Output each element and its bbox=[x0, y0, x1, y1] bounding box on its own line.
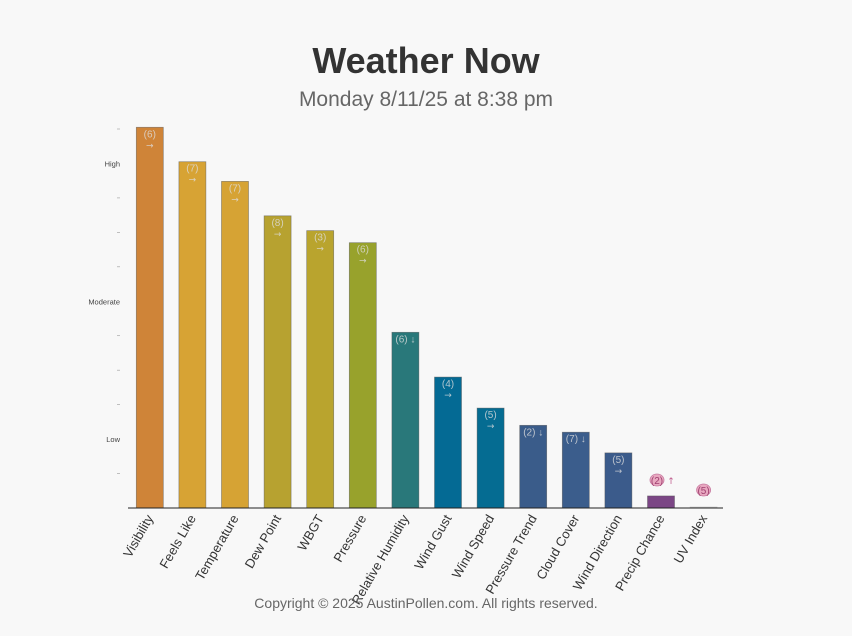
chart-title: Weather Now bbox=[312, 40, 540, 81]
bar-trend-arrow: → bbox=[189, 176, 197, 186]
y-tick-label: High bbox=[105, 159, 120, 168]
x-tick-label: Wind Speed bbox=[449, 512, 497, 581]
bar-trend-arrow: → bbox=[487, 422, 495, 432]
bar bbox=[348, 242, 377, 509]
bar-data-label: (5) bbox=[484, 410, 496, 421]
bar bbox=[135, 126, 164, 509]
bar-data-label: (6) bbox=[357, 245, 369, 256]
bar-label-badge bbox=[696, 483, 711, 497]
bar-trend-arrow: → bbox=[615, 467, 623, 477]
bar bbox=[391, 331, 420, 509]
x-tick-label: UV Index bbox=[670, 512, 710, 566]
bar-trend-arrow: → bbox=[359, 257, 367, 267]
bar bbox=[647, 495, 675, 509]
y-tick-label: Moderate bbox=[88, 297, 120, 306]
bar-data-label: (6) bbox=[144, 129, 156, 140]
bar-data-label: (8) bbox=[271, 218, 283, 229]
bar bbox=[519, 424, 548, 509]
bar bbox=[263, 215, 292, 509]
bar-data-label: (5) bbox=[697, 486, 709, 497]
bar-trend-arrow: ↑ bbox=[667, 477, 675, 487]
bar bbox=[604, 452, 633, 509]
bar-data-label: (2) ↓ bbox=[523, 427, 543, 438]
bar-data-label: (4) bbox=[442, 379, 454, 390]
bar-label-badge bbox=[649, 473, 665, 487]
x-tick-label: WBGT bbox=[294, 512, 327, 553]
bar bbox=[434, 376, 462, 509]
bar bbox=[476, 407, 505, 509]
x-tick-label: Pressure bbox=[330, 512, 369, 565]
bar-data-label: (7) ↓ bbox=[566, 434, 586, 445]
bar-data-label: (5) bbox=[612, 455, 624, 466]
x-tick-label: Dew Point bbox=[242, 512, 285, 571]
bar-trend-arrow: → bbox=[231, 195, 239, 205]
bar-data-label: (2) bbox=[651, 476, 663, 487]
bar bbox=[306, 230, 335, 509]
copyright-notice: Copyright © 2025 AustinPollen.com. All r… bbox=[254, 595, 598, 611]
bar-trend-arrow: → bbox=[316, 245, 324, 255]
x-tick-label: Cloud Cover bbox=[533, 511, 582, 582]
chart-subtitle: Monday 8/11/25 at 8:38 pm bbox=[298, 88, 554, 111]
bar bbox=[561, 431, 590, 509]
x-tick-label: Feels Like bbox=[156, 512, 199, 571]
bar-trend-arrow: → bbox=[444, 391, 452, 401]
bar-data-label: (7) bbox=[229, 183, 241, 194]
x-tick-label: Visibility bbox=[120, 512, 157, 560]
bar-trend-arrow: → bbox=[274, 230, 282, 240]
y-tick-label: Low bbox=[106, 435, 120, 444]
x-tick-label: Wind Gust bbox=[411, 512, 455, 572]
bar bbox=[178, 161, 207, 509]
bar-data-label: (7) bbox=[186, 164, 198, 175]
bar-data-label: (6) ↓ bbox=[395, 334, 415, 345]
bar bbox=[221, 181, 249, 509]
bar-data-label: (3) bbox=[314, 233, 326, 244]
bar-trend-arrow: → bbox=[146, 141, 154, 151]
x-tick-label: Temperature bbox=[192, 512, 241, 583]
